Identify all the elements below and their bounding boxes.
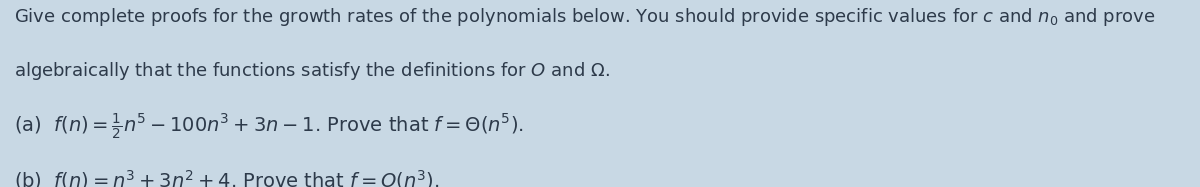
Text: algebraically that the functions satisfy the definitions for $O$ and $\Omega$.: algebraically that the functions satisfy…	[14, 60, 611, 82]
Text: (a)  $f(n) = \frac{1}{2}n^5 - 100n^3 + 3n - 1$. Prove that $f = \Theta(n^5)$.: (a) $f(n) = \frac{1}{2}n^5 - 100n^3 + 3n…	[14, 112, 524, 142]
Text: (b)  $f(n) = n^3 + 3n^2 + 4$. Prove that $f = O(n^3)$.: (b) $f(n) = n^3 + 3n^2 + 4$. Prove that …	[14, 168, 440, 187]
Text: Give complete proofs for the growth rates of the polynomials below. You should p: Give complete proofs for the growth rate…	[14, 6, 1156, 28]
